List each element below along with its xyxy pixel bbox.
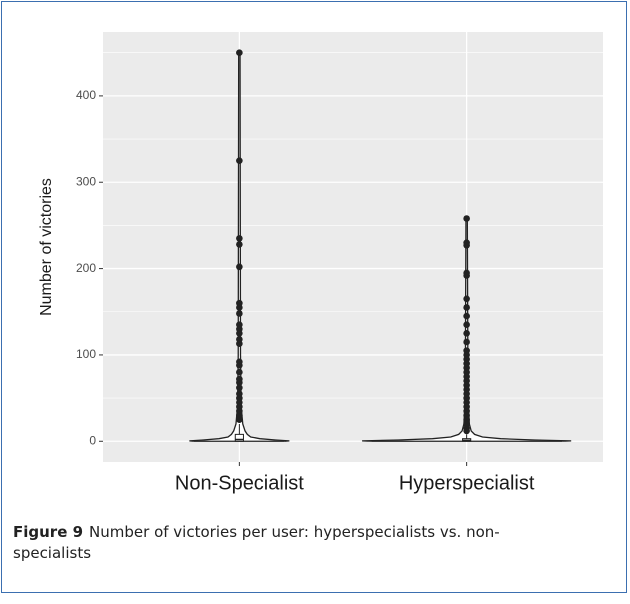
caption-text: Number of victories per user: hyperspeci… bbox=[13, 523, 500, 562]
outlier-point bbox=[236, 157, 243, 164]
outlier-point bbox=[236, 368, 243, 376]
outlier-point bbox=[236, 235, 243, 242]
outlier-point bbox=[236, 49, 243, 57]
outlier-point bbox=[463, 312, 470, 320]
outlier-point bbox=[463, 304, 470, 311]
outlier-point bbox=[236, 310, 243, 317]
outlier-point bbox=[236, 379, 243, 386]
x-tick-label: Non-Specialist bbox=[175, 472, 304, 494]
outlier-point bbox=[236, 330, 243, 337]
outlier-point bbox=[463, 295, 470, 303]
outlier-point bbox=[463, 241, 470, 249]
outlier-point bbox=[463, 427, 470, 435]
outlier-point bbox=[236, 416, 243, 423]
outlier-point bbox=[236, 340, 243, 348]
outlier-point bbox=[463, 330, 470, 337]
violin-body bbox=[362, 218, 572, 442]
outlier-point bbox=[236, 304, 243, 311]
caption: Figure 9 Number of victories per user: hy… bbox=[13, 522, 573, 564]
box bbox=[234, 433, 244, 442]
y-tick-label: 0 bbox=[89, 433, 96, 447]
y-tick-label: 200 bbox=[76, 261, 96, 275]
outlier-point bbox=[463, 272, 470, 279]
y-tick-label: 100 bbox=[76, 347, 96, 361]
outlier-point bbox=[463, 338, 470, 346]
outlier-point bbox=[463, 215, 470, 222]
outlier-point bbox=[236, 384, 243, 392]
figure-frame bbox=[1, 1, 627, 593]
outlier-point bbox=[236, 361, 243, 369]
y-tick-label: 400 bbox=[76, 88, 96, 102]
y-axis-label: Number of victories bbox=[38, 178, 55, 316]
outlier-point bbox=[463, 321, 470, 329]
panel bbox=[103, 32, 603, 462]
outlier-point bbox=[236, 241, 243, 248]
y-tick-label: 300 bbox=[76, 174, 96, 188]
x-tick-label: Hyperspecialist bbox=[399, 472, 535, 494]
caption-label: Figure 9 bbox=[13, 523, 84, 541]
chart: Number of victories 0 100 200 300 400 Non-Spe… bbox=[38, 32, 603, 494]
outlier-point bbox=[236, 263, 243, 271]
